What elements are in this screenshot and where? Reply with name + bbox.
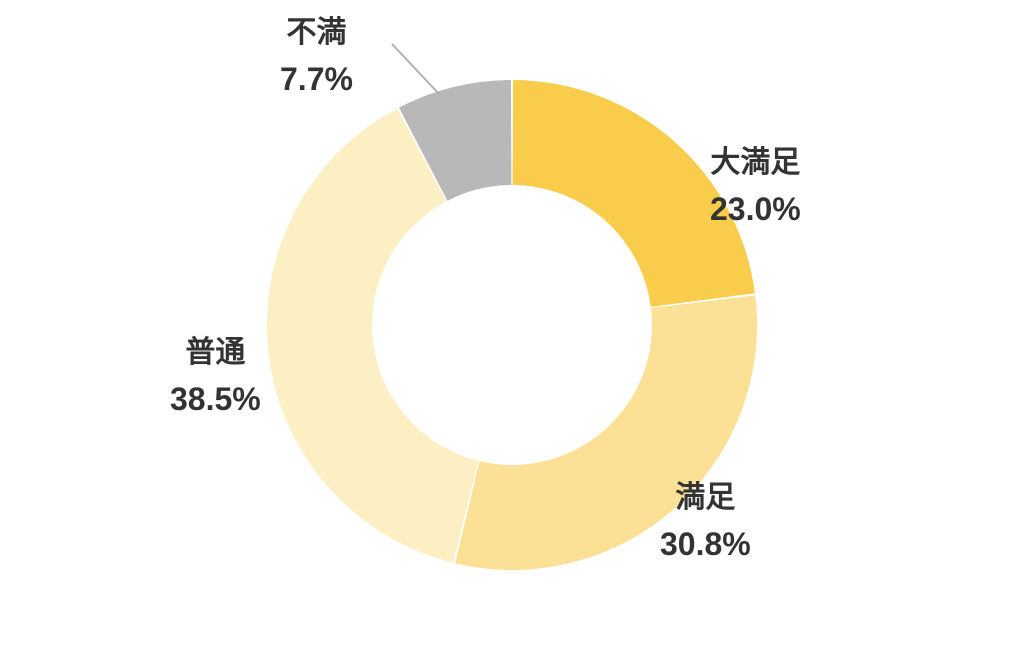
slice-label-2: 普通38.5% — [170, 330, 261, 423]
donut-chart: 大満足23.0% 満足30.8% 普通38.5% 不満7.7% — [0, 0, 1024, 651]
slice-label-0: 大満足23.0% — [710, 140, 801, 233]
slice-label-name: 大満足 — [710, 140, 801, 185]
slice-label-name: 不満 — [280, 10, 353, 55]
chart-svg — [0, 0, 1024, 651]
slice-label-3: 不満7.7% — [280, 10, 353, 103]
slice-label-value: 23.0% — [710, 185, 801, 233]
slice-label-value: 30.8% — [660, 520, 751, 568]
slice-label-value: 38.5% — [170, 375, 261, 423]
slice-label-name: 満足 — [660, 475, 751, 520]
leader-line-3 — [392, 44, 440, 95]
slice-label-value: 7.7% — [280, 55, 353, 103]
slice-label-1: 満足30.8% — [660, 475, 751, 568]
slice-label-name: 普通 — [170, 330, 261, 375]
